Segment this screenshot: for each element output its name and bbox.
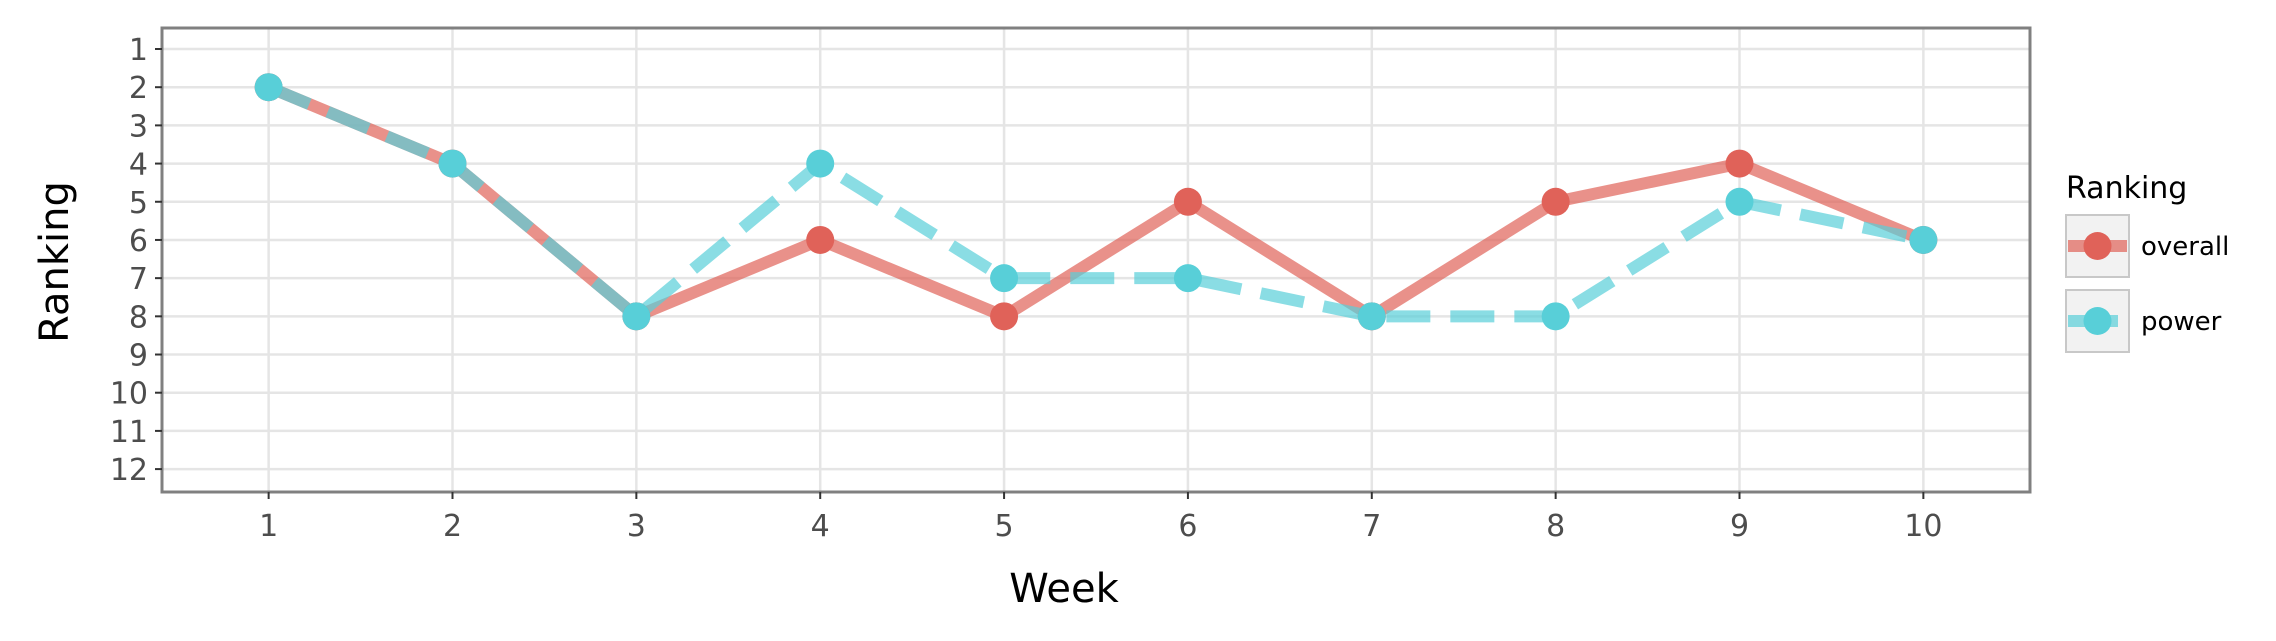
point-power-week-6 (1173, 264, 1202, 293)
point-power-week-2 (438, 149, 467, 178)
y-tick-label: 2 (129, 71, 148, 106)
x-axis-ticks: 1 2 3 4 5 6 7 8 9 10 (259, 492, 1942, 544)
series-lines (266, 81, 1926, 325)
legend-item-power: power (2065, 289, 2222, 353)
x-tick-label: 10 (1904, 509, 1942, 544)
y-tick-label: 3 (129, 109, 148, 144)
x-tick-label: 6 (1178, 509, 1197, 544)
x-tick-label: 2 (443, 509, 462, 544)
legend: Ranking overall power (2065, 171, 2229, 353)
x-tick-label: 3 (627, 509, 646, 544)
y-tick-label: 10 (110, 377, 148, 412)
point-overall-week-6 (1173, 187, 1202, 216)
point-power-week-1 (254, 73, 283, 102)
x-tick-label: 8 (1546, 509, 1565, 544)
series-line-overall (266, 81, 1926, 324)
y-tick-label: 9 (129, 339, 148, 374)
y-tick-label: 1 (129, 33, 148, 68)
point-power-week-5 (990, 264, 1019, 293)
point-power-week-3 (622, 302, 651, 331)
series-line-power (266, 81, 1925, 325)
y-tick-label: 6 (129, 224, 148, 259)
legend-label-overall: overall (2141, 232, 2229, 262)
x-tick-label: 1 (259, 509, 278, 544)
legend-title: Ranking (2066, 171, 2187, 206)
y-tick-label: 12 (110, 453, 148, 488)
legend-items: overall power (2065, 214, 2229, 353)
point-power-week-4 (806, 149, 835, 178)
y-tick-label: 5 (129, 186, 148, 221)
legend-item-overall: overall (2065, 214, 2229, 278)
y-tick-label: 8 (129, 300, 148, 335)
point-power-week-9 (1725, 187, 1754, 216)
legend-key-point (2083, 232, 2112, 260)
x-tick-label: 7 (1362, 509, 1381, 544)
point-power-week-10 (1909, 225, 1938, 254)
legend-key-point (2083, 307, 2112, 335)
y-axis-title: Ranking (32, 181, 78, 343)
point-overall-week-9 (1725, 149, 1754, 178)
x-tick-label: 4 (811, 509, 830, 544)
point-overall-week-4 (806, 225, 835, 254)
point-power-week-7 (1357, 302, 1386, 331)
point-overall-week-8 (1541, 187, 1570, 216)
y-tick-label: 4 (129, 148, 148, 183)
point-overall-week-5 (990, 302, 1019, 331)
y-tick-label: 7 (129, 262, 148, 297)
x-axis-title: Week (1009, 566, 1119, 612)
x-tick-label: 5 (995, 509, 1014, 544)
x-tick-label: 9 (1730, 509, 1749, 544)
plot-border (160, 26, 2032, 494)
legend-label-power: power (2141, 307, 2222, 337)
point-power-week-8 (1541, 302, 1570, 331)
series-points (254, 73, 1938, 331)
y-tick-label: 11 (110, 415, 148, 450)
